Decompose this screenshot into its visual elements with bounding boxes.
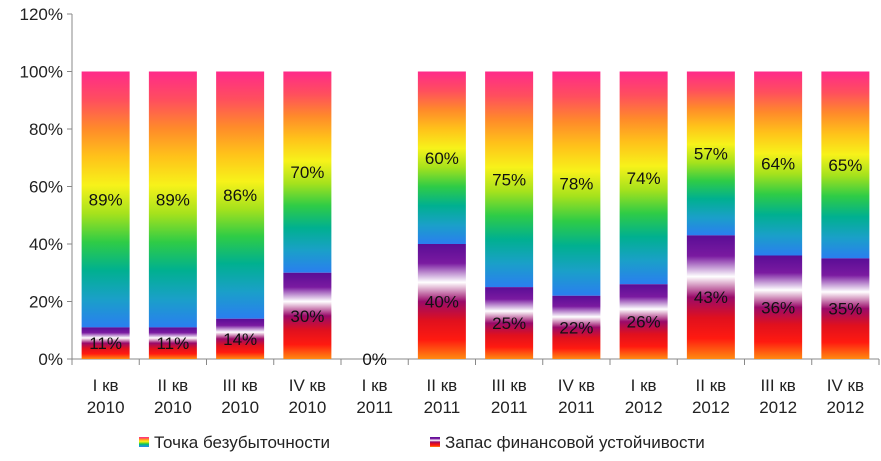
bar-break-even [485,71,534,288]
bar-break-even [619,71,668,285]
data-label-break-even: 89% [156,190,190,209]
x-tick-label: IV кв 2011 [558,376,595,417]
data-label-safety-margin: 14% [223,330,257,349]
bar-safety-margin [81,327,130,359]
bar-break-even [754,71,803,256]
bar-safety-margin [619,284,668,359]
x-tick-label: I кв 2010 [87,376,125,417]
legend: Точка безубыточности Запас финансовой ус… [139,433,705,452]
axes: 0% 20% 40% 60% 80% 100% 120% I кв 2010 II кв 2010 I… [20,5,880,417]
data-label-safety-margin: 35% [828,300,862,319]
bar-break-even [417,71,466,244]
bar-break-even [283,71,332,273]
data-label-break-even: 74% [627,169,661,188]
data-label-break-even: 89% [89,190,123,209]
y-tick-label: 60% [29,178,63,197]
data-labels: 11% 89% 11% 89% 14% 86% 30% 70% 0% 40% 60% 25% 75% 22… [89,144,863,369]
data-label-safety-margin: 30% [290,307,324,326]
bar-safety-margin [821,258,870,359]
data-label-break-even: 64% [761,155,795,174]
data-label-safety-margin: 11% [156,334,189,353]
data-label-break-even: 70% [290,163,324,182]
bar-safety-margin [148,327,197,359]
legend-label-break-even: Точка безубыточности [154,433,330,452]
data-label-safety-margin: 0% [362,350,387,369]
data-label-safety-margin: 36% [761,298,795,317]
x-tick-label: I кв 2011 [356,376,393,417]
y-tick-label: 120% [20,5,63,24]
data-label-break-even: 60% [425,149,459,168]
data-label-safety-margin: 11% [89,334,122,353]
bar-break-even [81,71,130,328]
bar-safety-margin [485,287,534,359]
y-tick-label: 0% [38,350,63,369]
data-label-safety-margin: 22% [559,318,593,337]
x-tick-label: IV кв 2012 [826,376,864,417]
data-label-safety-margin: 26% [627,313,661,332]
bar-break-even [216,71,265,319]
y-tick-label: 80% [29,120,63,139]
y-tick-label: 20% [29,293,63,312]
data-label-break-even: 57% [694,144,728,163]
legend-swatch-break-even [139,437,149,447]
x-tick-label: II кв 2011 [424,376,461,417]
bar-break-even [148,71,197,328]
data-label-safety-margin: 43% [694,288,728,307]
legend-label-safety-margin: Запас финансовой устойчивости [445,433,705,452]
bars [81,71,870,359]
data-label-safety-margin: 40% [425,293,459,312]
data-label-break-even: 86% [223,186,257,205]
data-label-break-even: 78% [559,175,593,194]
bar-safety-margin [686,235,735,359]
legend-swatch-safety-margin [430,437,440,447]
x-tick-label: III кв 2010 [221,376,259,417]
x-tick-label: III кв 2011 [491,376,528,417]
bar-safety-margin [283,272,332,359]
y-tick-label: 100% [20,63,63,82]
bar-safety-margin [216,318,265,359]
data-label-safety-margin: 25% [492,314,526,333]
x-tick-label: IV кв 2010 [288,376,326,417]
x-tick-label: II кв 2012 [692,376,730,417]
bar-break-even [686,71,735,236]
bar-safety-margin [552,295,601,359]
x-tick-label: II кв 2010 [154,376,192,417]
bar-safety-margin [754,255,803,359]
x-tick-label: I кв 2012 [625,376,663,417]
y-tick-label: 40% [29,235,63,254]
bar-safety-margin [417,244,466,359]
data-label-break-even: 65% [828,156,862,175]
x-tick-label: III кв 2012 [759,376,797,417]
bar-break-even [552,71,601,296]
bar-break-even [821,71,870,259]
data-label-break-even: 75% [492,170,526,189]
